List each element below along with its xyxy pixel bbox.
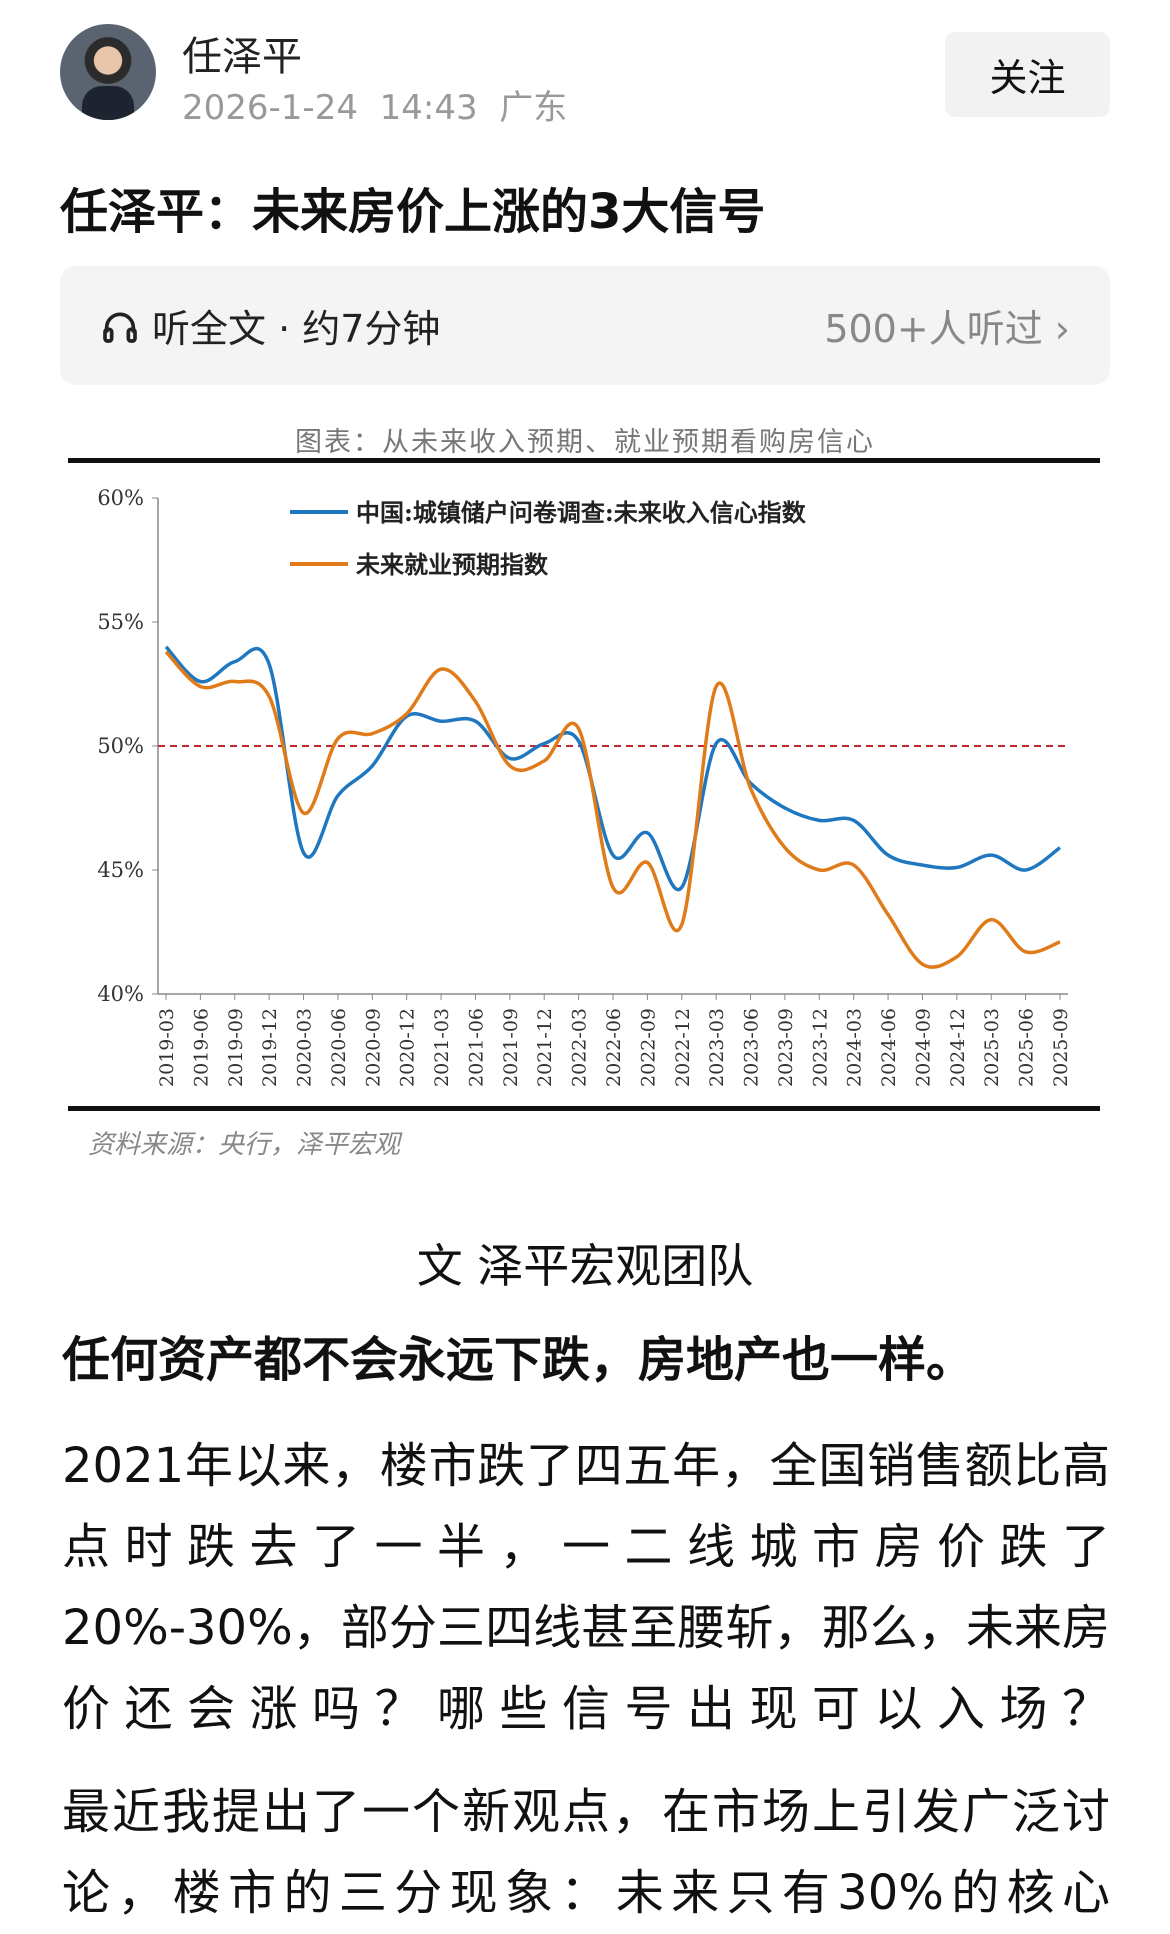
headphones-icon <box>103 312 137 343</box>
x-tick-label: 2024-12 <box>947 1008 969 1087</box>
y-tick-label: 60% <box>97 486 144 510</box>
x-tick-label: 2019-03 <box>156 1008 178 1087</box>
author-name[interactable]: 任泽平 <box>182 34 302 80</box>
listen-label: 听全文 · 约7分钟 <box>152 307 441 351</box>
chart-top-rule <box>68 458 1100 463</box>
avatar[interactable] <box>60 24 156 120</box>
post-date: 2026-1-24 <box>182 88 358 128</box>
post-time: 14:43 <box>379 88 478 128</box>
x-tick-label: 2025-03 <box>981 1008 1003 1087</box>
y-tick-label: 40% <box>97 982 144 1006</box>
x-tick-label: 2023-06 <box>741 1008 763 1087</box>
chart-caption: 图表：从未来收入预期、就业预期看购房信心 <box>295 427 875 458</box>
x-tick-label: 2021-06 <box>465 1008 487 1087</box>
x-tick-label: 2020-03 <box>294 1008 316 1087</box>
byline: 文 泽平宏观团队 <box>416 1239 754 1293</box>
x-tick-label: 2019-12 <box>259 1008 281 1087</box>
x-tick-label: 2019-06 <box>190 1008 212 1087</box>
chart-source: 资料来源：央行，泽平宏观 <box>88 1130 401 1160</box>
listener-count-text: 500+人听过 <box>824 307 1043 351</box>
x-tick-label: 2022-09 <box>637 1008 659 1087</box>
x-tick-label: 2023-12 <box>809 1008 831 1087</box>
x-tick-label: 2021-09 <box>500 1008 522 1087</box>
y-tick-label: 45% <box>97 858 144 882</box>
x-tick-label: 2025-09 <box>1050 1008 1072 1087</box>
post-location: 广东 <box>499 88 568 128</box>
paragraph: 2021年以来，楼市跌了四五年，全国销售额比高点时跌去了一半，一二线城市房价跌了… <box>62 1438 1110 1737</box>
series-line-0 <box>164 645 1062 892</box>
chevron-right-icon: › <box>1054 307 1070 351</box>
listener-count: 500+人听过 › <box>824 298 1070 353</box>
line-chart: 40% 45% 50% 55% 60% 2019-03 2019-06 2019-09 2019… <box>97 486 1072 1087</box>
x-tick-label: 2022-06 <box>603 1008 625 1087</box>
legend-label: 未来就业预期指数 <box>356 550 549 579</box>
x-tick-label: 2022-12 <box>672 1008 694 1087</box>
legend-label: 中国:城镇储户问卷调查:未来收入信心指数 <box>356 498 807 527</box>
x-tick-label: 2020-09 <box>362 1008 384 1087</box>
follow-button[interactable]: 关注 <box>945 32 1110 117</box>
x-tick-label: 2019-09 <box>225 1008 247 1087</box>
y-tick-label: 50% <box>97 734 144 758</box>
article-title: 任泽平：未来房价上涨的3大信号 <box>60 184 766 240</box>
x-tick-label: 2020-06 <box>328 1008 350 1087</box>
series-line-1 <box>164 650 1061 969</box>
x-tick-label: 2024-03 <box>844 1008 866 1087</box>
x-tick-label: 2022-03 <box>569 1008 591 1087</box>
chart-bottom-rule <box>68 1106 1100 1111</box>
x-tick-label: 2023-09 <box>775 1008 797 1087</box>
post-meta: 2026-1-24 14:43 广东 <box>182 80 567 129</box>
x-tick-label: 2021-03 <box>431 1008 453 1087</box>
x-tick-label: 2023-03 <box>706 1008 728 1087</box>
x-tick-label: 2024-09 <box>912 1008 934 1087</box>
y-tick-label: 55% <box>97 610 144 634</box>
x-tick-label: 2024-06 <box>878 1008 900 1087</box>
paragraph: 最近我提出了一个新观点，在市场上引发广泛讨论，楼市的三分现象：未来只有30%的核… <box>62 1784 1110 1921</box>
x-tick-label: 2025-06 <box>1016 1008 1038 1087</box>
x-tick-label: 2021-12 <box>534 1008 556 1087</box>
paragraph: 任何资产都不会永远下跌，房地产也一样。 <box>62 1332 975 1388</box>
listen-full-text-bar[interactable]: 听全文 · 约7分钟 500+人听过 › <box>60 266 1110 385</box>
x-tick-label: 2020-12 <box>397 1008 419 1087</box>
